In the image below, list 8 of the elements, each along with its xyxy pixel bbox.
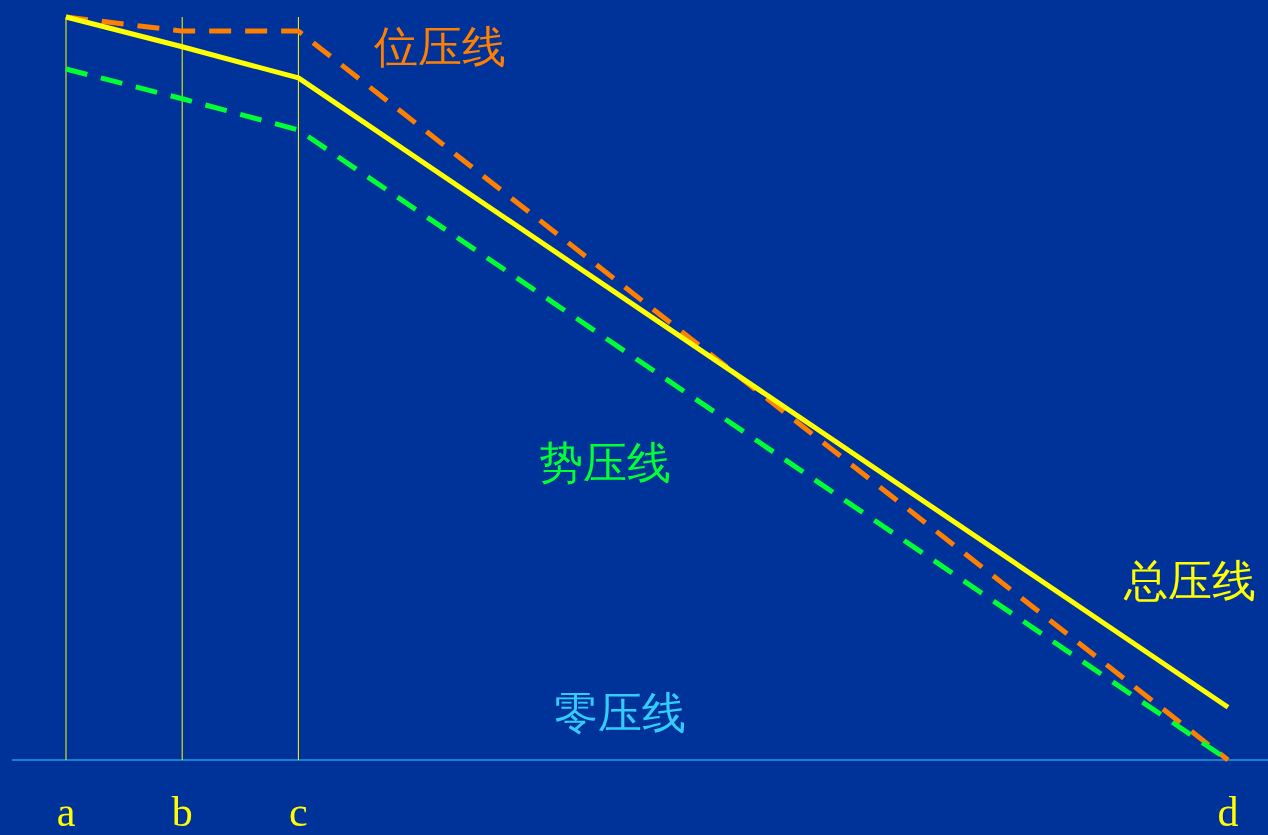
x-tick-label: d xyxy=(1217,789,1239,835)
x-tick-label: c xyxy=(289,789,308,835)
series-label: 位压线 xyxy=(374,22,506,71)
series-label: 势压线 xyxy=(539,438,671,487)
x-tick-label: a xyxy=(56,789,76,835)
series-label: 总压线 xyxy=(1123,556,1256,605)
annotation: 零压线 xyxy=(554,688,686,737)
x-tick-label: b xyxy=(171,789,193,835)
